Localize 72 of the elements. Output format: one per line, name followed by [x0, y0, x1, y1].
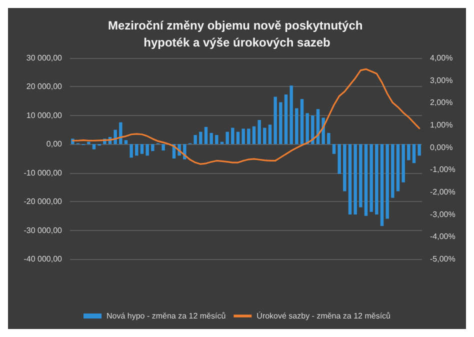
y2-tick-label: -3,00%: [430, 210, 456, 219]
bar: [290, 86, 293, 144]
bar: [327, 132, 330, 144]
bar: [258, 120, 261, 144]
bar: [396, 144, 400, 192]
bar: [354, 144, 357, 214]
bar: [194, 134, 197, 144]
y2-tick-label: 0,00%: [430, 142, 453, 152]
y2-tick-label: 1,00%: [430, 120, 453, 130]
bar: [242, 128, 245, 144]
bar: [332, 144, 336, 154]
bar: [391, 144, 394, 198]
bar: [300, 99, 304, 144]
bar: [343, 144, 346, 192]
legend-label: Úrokové sazby - změna za 12 měsíců: [256, 312, 391, 320]
y2-tick-label: 4,00%: [430, 54, 453, 62]
bar: [412, 144, 416, 164]
bar: [268, 124, 272, 144]
bar: [295, 108, 298, 144]
bar: [210, 132, 213, 144]
bar: [215, 134, 218, 144]
bar: [418, 144, 421, 156]
bar: [151, 144, 154, 152]
bar: [380, 144, 384, 226]
bar: [348, 144, 352, 214]
bar: [284, 94, 288, 144]
bar: [135, 144, 138, 156]
bar: [162, 144, 165, 150]
y-tick-label: 10 000,00: [26, 110, 63, 120]
bar: [359, 144, 362, 208]
y-tick-label: -30 000,00: [24, 226, 63, 235]
bar: [364, 144, 368, 216]
bar: [252, 126, 256, 144]
legend-label: Nová hypo - změna za 12 měsíců: [106, 312, 226, 320]
bar: [386, 144, 389, 219]
bar: [87, 142, 90, 144]
y-tick-label: -10 000,00: [24, 168, 63, 178]
y2-tick-label: -4,00%: [430, 232, 456, 242]
bar: [263, 128, 266, 144]
y2-tick-label: -1,00%: [430, 165, 456, 174]
line-series: [72, 68, 420, 165]
bar: [247, 128, 250, 144]
bar: [370, 144, 373, 212]
bar: [375, 144, 378, 214]
bar: [146, 144, 149, 156]
y-tick-label: 20 000,00: [26, 82, 63, 92]
bar: [338, 144, 341, 174]
bar: [236, 132, 240, 144]
bar: [119, 122, 122, 144]
bar: [226, 132, 229, 144]
bar: [140, 144, 144, 154]
bar: [124, 140, 128, 144]
bar: [130, 144, 133, 158]
y-tick-label: 0,00: [46, 140, 63, 149]
bar: [306, 113, 309, 144]
y-tick-label: -20 000,00: [24, 197, 63, 206]
y2-tick-label: 3,00%: [430, 76, 453, 85]
bar: [92, 144, 96, 150]
y2-tick-label: -5,00%: [430, 254, 456, 264]
bar: [407, 144, 410, 160]
y2-tick-label: -2,00%: [430, 188, 456, 196]
y2-tick-label: 2,00%: [430, 98, 453, 108]
bar: [311, 115, 314, 144]
bar: [231, 128, 234, 144]
chart-title: Meziroční změny objemu nově poskytnutých hypoték a výše úrokových sazeb: [108, 18, 366, 50]
y-tick-label: 30 000,00: [26, 54, 63, 62]
bar: [204, 126, 208, 144]
bar: [279, 102, 282, 144]
bar: [274, 96, 277, 144]
bar: [199, 132, 202, 144]
y-tick-label: -40 000,00: [24, 254, 63, 264]
bar: [402, 144, 405, 182]
